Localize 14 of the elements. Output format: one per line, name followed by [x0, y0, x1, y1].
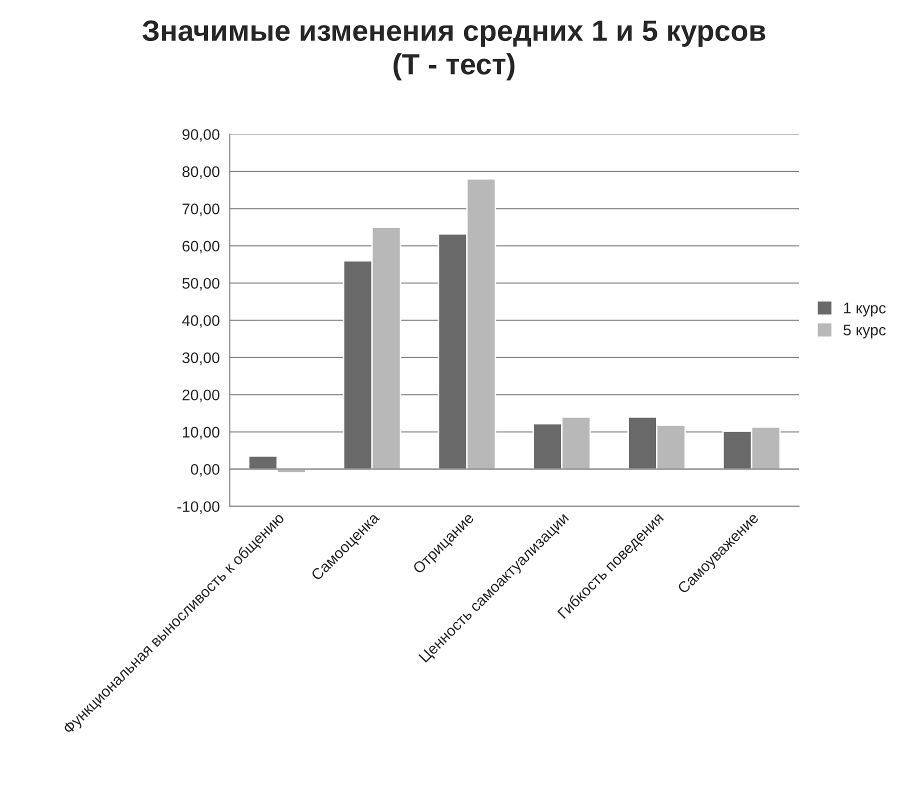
- y-tick-label: 80,00: [182, 166, 220, 179]
- y-tick-label: 90,00: [182, 129, 220, 142]
- y-tick-label: -10,00: [177, 501, 220, 514]
- y-tick-label: 20,00: [182, 390, 220, 402]
- y-tick-label: 10,00: [182, 426, 220, 440]
- y-tick-label: 50,00: [182, 278, 220, 291]
- y-tick-label: 0,00: [190, 464, 220, 477]
- y-tick-label: 40,00: [182, 315, 220, 328]
- legend-label: 1 курс: [844, 302, 886, 316]
- chart-title: Значимые изменения средних 1 и 5 курсов (Т - тест): [142, 20, 766, 80]
- y-tick-label: 60,00: [182, 240, 220, 254]
- legend-label: 5 курс: [844, 324, 886, 338]
- y-tick-label: 70,00: [182, 204, 220, 216]
- y-tick-label: 30,00: [182, 352, 220, 365]
